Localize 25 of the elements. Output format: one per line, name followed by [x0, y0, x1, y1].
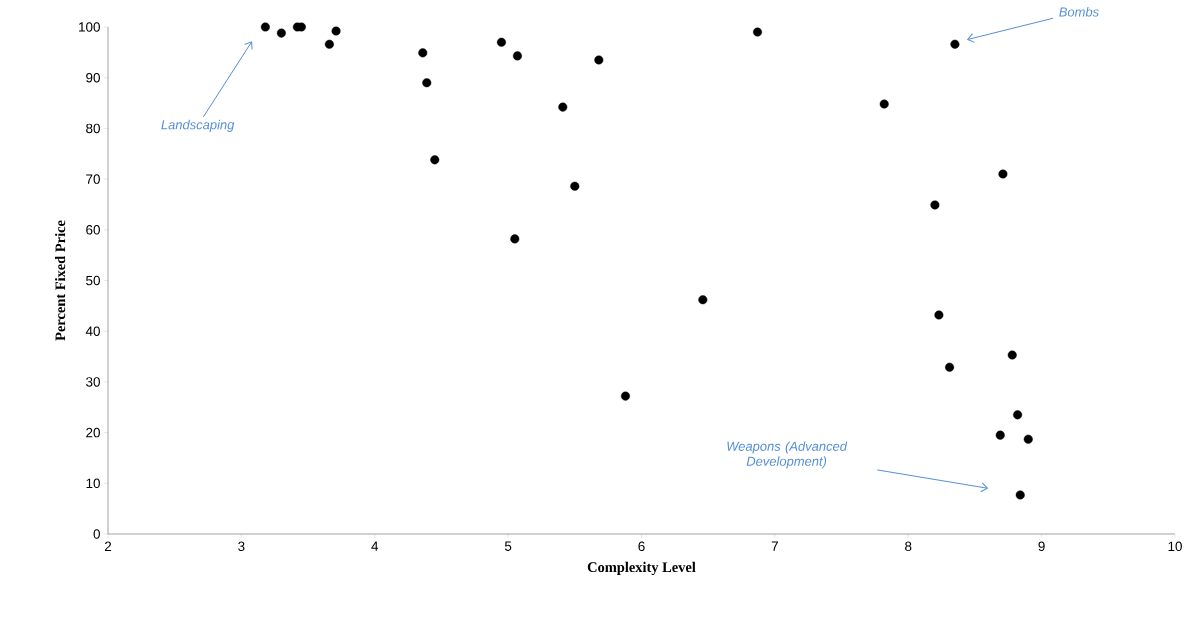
y-tick-label: 50: [86, 275, 100, 286]
y-tick-label: 20: [86, 427, 100, 438]
x-tick-label: 5: [504, 541, 512, 551]
x-tick-label: 6: [638, 541, 645, 552]
x-tick-label: 2: [104, 541, 112, 551]
y-tick-label: 40: [85, 326, 100, 336]
y-tick-label: 100: [79, 22, 100, 32]
y-tick-label: 30: [86, 377, 100, 387]
y-tick-label: 90: [86, 72, 100, 83]
x-tick-label: 7: [771, 541, 778, 551]
x-tick-label: 4: [371, 541, 379, 551]
x-tick-label: 9: [1038, 541, 1045, 552]
x-tick-label: 3: [238, 541, 245, 552]
x-tick-label: 10: [1168, 541, 1182, 552]
x-axis-title: Complexity Level: [587, 561, 696, 576]
y-tick-label: 0: [93, 529, 100, 539]
y-tick-label: 60: [86, 225, 100, 235]
annotation: Weapons (Advanced Development): [727, 441, 848, 469]
text: Bombs: [1059, 7, 1099, 17]
y-tick-label: 80: [86, 123, 100, 134]
y-tick-label: 10: [86, 478, 100, 489]
y-tick-label: 70: [86, 174, 100, 184]
x-tick-label: 8: [905, 541, 912, 552]
y-axis-title: Percent Fixed Price: [55, 220, 66, 341]
annotation: Landscaping: [161, 119, 235, 132]
